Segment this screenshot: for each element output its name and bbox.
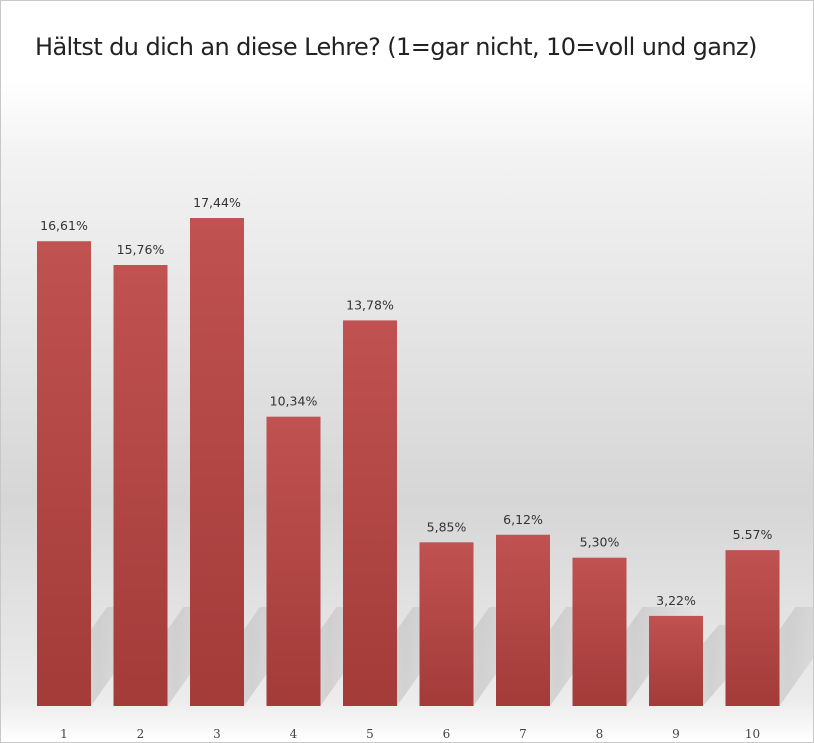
x-tick-10: 10 (745, 727, 760, 741)
x-tick-4: 4 (290, 727, 298, 741)
x-tick-8: 8 (596, 727, 604, 741)
x-tick-9: 9 (672, 727, 680, 741)
x-tick-2: 2 (137, 727, 145, 741)
bar-4 (266, 416, 321, 706)
data-label-2: 15,76% (117, 242, 165, 257)
data-label-9: 3,22% (656, 593, 696, 608)
data-label-10: 5.57% (733, 527, 773, 542)
bar-9 (649, 615, 703, 706)
x-tick-3: 3 (213, 727, 221, 741)
data-label-4: 10,34% (270, 394, 318, 409)
data-label-5: 13,78% (346, 297, 394, 312)
bar-7 (496, 534, 550, 706)
x-tick-5: 5 (366, 727, 374, 741)
bar-3 (190, 218, 244, 706)
bar-5 (343, 320, 397, 706)
x-tick-6: 6 (443, 727, 451, 741)
bar-10 (725, 550, 780, 706)
data-label-6: 5,85% (427, 519, 467, 534)
bar-8 (572, 557, 627, 706)
chart-title: Hältst du dich an diese Lehre? (1=gar ni… (35, 33, 757, 61)
x-tick-1: 1 (60, 727, 68, 741)
data-label-8: 5,30% (580, 535, 620, 550)
bar-2 (113, 265, 168, 706)
bar-1 (37, 241, 91, 706)
x-tick-7: 7 (519, 727, 527, 741)
bar-6 (419, 542, 474, 706)
data-label-7: 6,12% (503, 512, 543, 527)
data-label-1: 16,61% (40, 218, 88, 233)
data-label-3: 17,44% (193, 195, 241, 210)
